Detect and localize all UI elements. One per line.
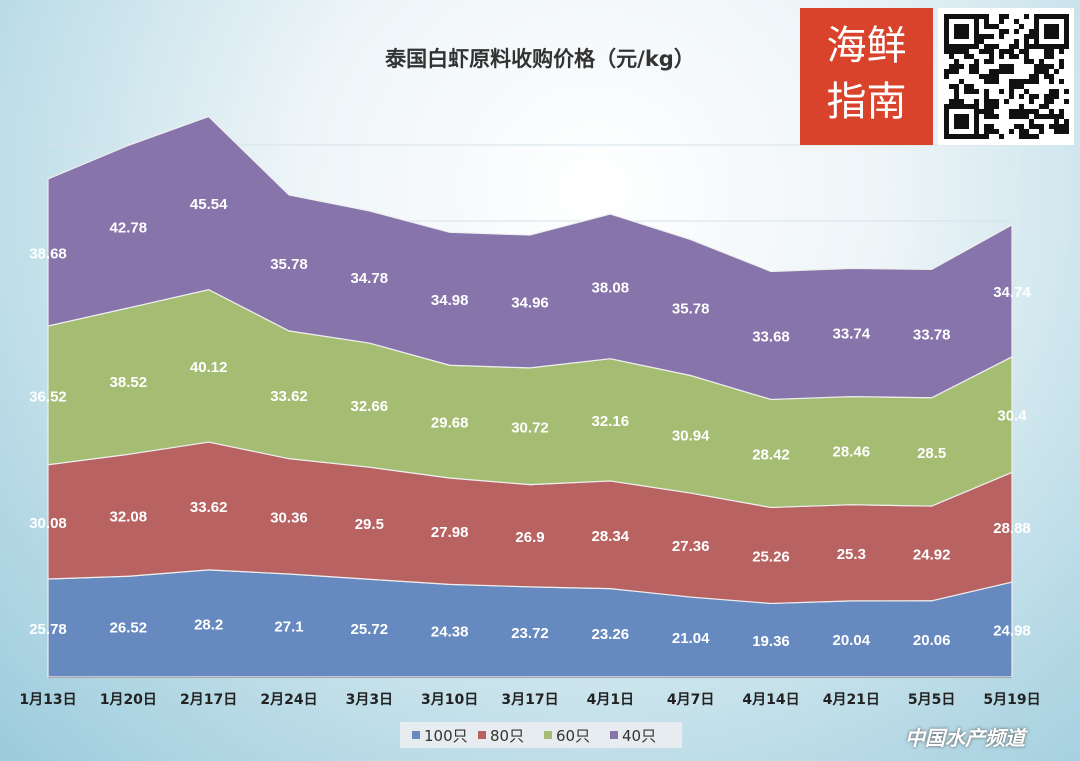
- data-label: 34.98: [431, 292, 469, 309]
- data-label: 28.5: [917, 445, 946, 462]
- x-tick-label: 5月19日: [983, 692, 1040, 708]
- legend-swatch: [478, 731, 486, 739]
- data-label: 28.2: [194, 616, 223, 633]
- watermark: 中国水产频道: [905, 726, 1025, 750]
- data-label: 32.66: [351, 398, 389, 415]
- data-label: 30.72: [511, 419, 549, 436]
- data-label: 36.52: [29, 388, 67, 405]
- x-tick-label: 1月13日: [19, 692, 76, 708]
- data-label: 33.62: [270, 388, 308, 405]
- legend-label: 60只: [556, 727, 590, 745]
- legend-swatch: [544, 731, 552, 739]
- x-tick-label: 4月1日: [587, 692, 634, 708]
- data-label: 38.08: [592, 279, 630, 296]
- legend-label: 40只: [622, 727, 656, 745]
- data-label: 34.74: [993, 284, 1031, 301]
- data-label: 30.94: [672, 427, 710, 444]
- data-label: 42.78: [110, 220, 148, 237]
- data-label: 40.12: [190, 359, 228, 376]
- data-label: 25.72: [351, 621, 389, 638]
- data-label: 26.52: [110, 620, 148, 637]
- data-label: 33.74: [833, 325, 871, 342]
- x-tick-label: 1月20日: [100, 692, 157, 708]
- data-label: 21.04: [672, 630, 710, 647]
- data-label: 28.88: [993, 520, 1031, 537]
- data-label: 38.68: [29, 245, 67, 262]
- data-label: 35.78: [672, 301, 710, 318]
- data-label: 28.46: [833, 444, 871, 461]
- legend-label: 100只: [424, 727, 468, 745]
- data-label: 45.54: [190, 196, 228, 213]
- x-tick-label: 2月17日: [180, 692, 237, 708]
- data-label: 32.16: [592, 413, 630, 430]
- data-label: 27.1: [274, 619, 303, 636]
- data-label: 24.38: [431, 624, 469, 641]
- x-tick-label: 4月14日: [742, 692, 799, 708]
- data-label: 29.68: [431, 415, 469, 432]
- data-label: 24.98: [993, 623, 1031, 640]
- x-tick-label: 2月24日: [260, 692, 317, 708]
- data-label: 23.26: [592, 626, 630, 643]
- legend-swatch: [610, 731, 618, 739]
- data-label: 23.72: [511, 625, 549, 642]
- data-label: 35.78: [270, 256, 308, 273]
- data-label: 34.78: [351, 270, 389, 287]
- data-label: 32.08: [110, 508, 148, 525]
- chart-title: 泰国白虾原料收购价格（元/kg）: [384, 47, 695, 71]
- x-tick-label: 5月5日: [908, 692, 955, 708]
- data-label: 20.06: [913, 632, 951, 649]
- x-tick-label: 3月3日: [346, 692, 393, 708]
- data-label: 27.98: [431, 524, 469, 541]
- x-tick-label: 4月21日: [823, 692, 880, 708]
- data-label: 25.3: [837, 546, 866, 563]
- data-label: 19.36: [752, 633, 790, 650]
- qr-code: [938, 8, 1074, 145]
- data-label: 33.62: [190, 499, 228, 516]
- data-label: 24.92: [913, 546, 951, 563]
- data-label: 20.04: [833, 632, 871, 649]
- data-label: 28.34: [592, 528, 630, 545]
- area-40只: [47, 115, 1013, 401]
- data-label: 33.78: [913, 327, 951, 344]
- x-tick-label: 3月10日: [421, 692, 478, 708]
- data-label: 34.96: [511, 294, 549, 311]
- data-label: 25.78: [29, 621, 67, 638]
- x-tick-label: 3月17日: [501, 692, 558, 708]
- data-label: 38.52: [110, 374, 148, 391]
- x-tick-label: 4月7日: [667, 692, 714, 708]
- data-label: 27.36: [672, 538, 710, 555]
- legend-box: [400, 722, 682, 748]
- data-label: 25.26: [752, 548, 790, 565]
- brand-logo: 海鲜 指南: [800, 8, 933, 145]
- data-label: 30.36: [270, 509, 308, 526]
- data-label: 29.5: [355, 516, 384, 533]
- data-label: 28.42: [752, 446, 790, 463]
- data-label: 26.9: [515, 529, 544, 546]
- data-label: 33.68: [752, 328, 790, 345]
- legend-swatch: [412, 731, 420, 739]
- data-label: 30.4: [997, 408, 1027, 425]
- data-label: 30.08: [29, 515, 67, 532]
- legend-label: 80只: [490, 727, 524, 745]
